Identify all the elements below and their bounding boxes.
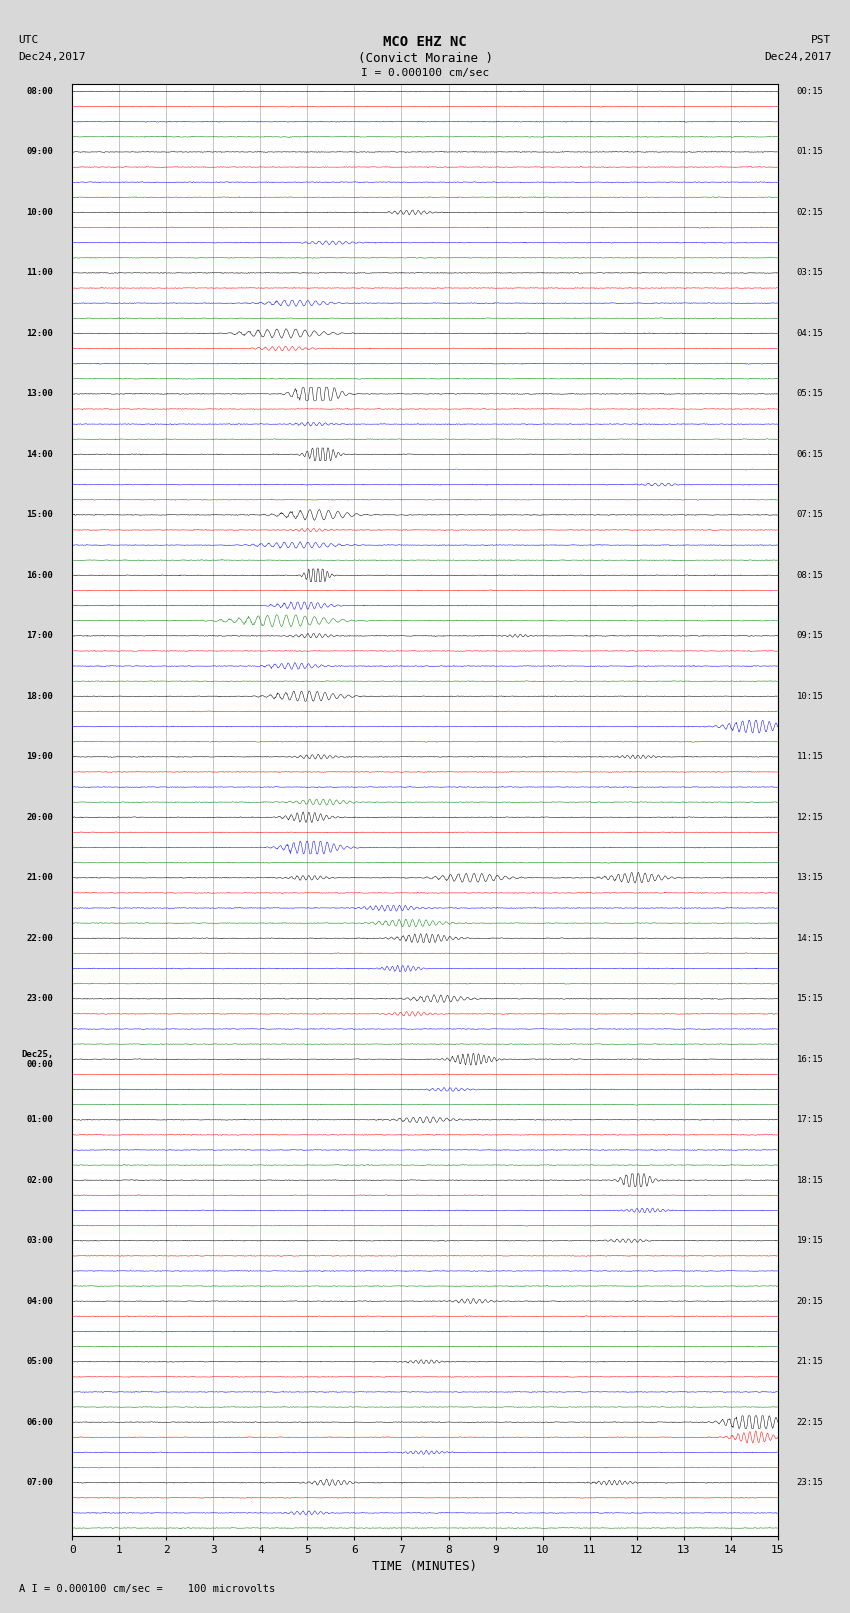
Text: 18:00: 18:00 [26, 692, 54, 700]
Text: Dec24,2017: Dec24,2017 [764, 52, 831, 61]
Text: 12:15: 12:15 [796, 813, 824, 821]
Text: 16:00: 16:00 [26, 571, 54, 579]
Text: 13:00: 13:00 [26, 389, 54, 398]
Text: 04:00: 04:00 [26, 1297, 54, 1305]
Text: 23:00: 23:00 [26, 994, 54, 1003]
Text: 15:15: 15:15 [796, 994, 824, 1003]
Text: 00:15: 00:15 [796, 87, 824, 95]
Text: 16:15: 16:15 [796, 1055, 824, 1063]
Text: 20:00: 20:00 [26, 813, 54, 821]
Text: 07:15: 07:15 [796, 510, 824, 519]
Text: 02:00: 02:00 [26, 1176, 54, 1184]
Text: 23:15: 23:15 [796, 1478, 824, 1487]
Text: 08:15: 08:15 [796, 571, 824, 579]
Text: PST: PST [811, 35, 831, 45]
Text: 13:15: 13:15 [796, 873, 824, 882]
Text: MCO EHZ NC: MCO EHZ NC [383, 35, 467, 50]
Text: (Convict Moraine ): (Convict Moraine ) [358, 52, 492, 65]
Text: 01:00: 01:00 [26, 1115, 54, 1124]
Text: I = 0.000100 cm/sec: I = 0.000100 cm/sec [361, 68, 489, 77]
Text: Dec24,2017: Dec24,2017 [19, 52, 86, 61]
Text: 11:00: 11:00 [26, 268, 54, 277]
Text: A I = 0.000100 cm/sec =    100 microvolts: A I = 0.000100 cm/sec = 100 microvolts [19, 1584, 275, 1594]
Text: 21:00: 21:00 [26, 873, 54, 882]
Text: 17:00: 17:00 [26, 631, 54, 640]
Text: 19:00: 19:00 [26, 752, 54, 761]
Text: 21:15: 21:15 [796, 1357, 824, 1366]
Text: 04:15: 04:15 [796, 329, 824, 337]
Text: 10:15: 10:15 [796, 692, 824, 700]
Text: 01:15: 01:15 [796, 147, 824, 156]
Text: 12:00: 12:00 [26, 329, 54, 337]
Text: 14:15: 14:15 [796, 934, 824, 942]
Text: 09:00: 09:00 [26, 147, 54, 156]
Text: 07:00: 07:00 [26, 1478, 54, 1487]
Text: 17:15: 17:15 [796, 1115, 824, 1124]
Text: 03:15: 03:15 [796, 268, 824, 277]
Text: 06:15: 06:15 [796, 450, 824, 458]
Text: 06:00: 06:00 [26, 1418, 54, 1426]
Text: 19:15: 19:15 [796, 1236, 824, 1245]
Text: 20:15: 20:15 [796, 1297, 824, 1305]
Text: UTC: UTC [19, 35, 39, 45]
Text: 03:00: 03:00 [26, 1236, 54, 1245]
Text: 05:15: 05:15 [796, 389, 824, 398]
Text: 18:15: 18:15 [796, 1176, 824, 1184]
Text: 05:00: 05:00 [26, 1357, 54, 1366]
X-axis label: TIME (MINUTES): TIME (MINUTES) [372, 1560, 478, 1573]
Text: 22:15: 22:15 [796, 1418, 824, 1426]
Text: 10:00: 10:00 [26, 208, 54, 216]
Text: 14:00: 14:00 [26, 450, 54, 458]
Text: 02:15: 02:15 [796, 208, 824, 216]
Text: 11:15: 11:15 [796, 752, 824, 761]
Text: 15:00: 15:00 [26, 510, 54, 519]
Text: 09:15: 09:15 [796, 631, 824, 640]
Text: 22:00: 22:00 [26, 934, 54, 942]
Text: 08:00: 08:00 [26, 87, 54, 95]
Text: Dec25,
00:00: Dec25, 00:00 [21, 1050, 54, 1069]
